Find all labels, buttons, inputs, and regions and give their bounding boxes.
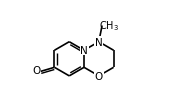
Text: N: N <box>80 45 88 55</box>
Text: O: O <box>95 71 103 81</box>
Text: CH$_3$: CH$_3$ <box>99 19 119 32</box>
Text: O: O <box>32 66 41 76</box>
Text: N: N <box>95 37 103 47</box>
